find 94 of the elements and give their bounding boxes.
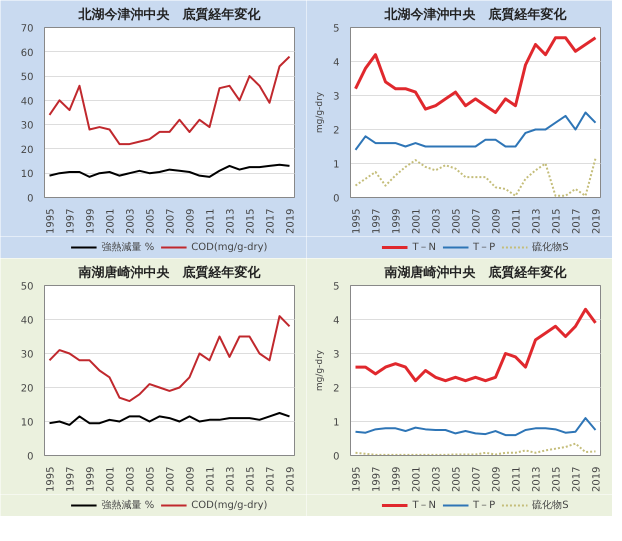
x-tick-label: 2005 — [146, 466, 156, 492]
y-tick-label: 4 — [333, 58, 340, 68]
y-tick-label: 2 — [333, 126, 340, 136]
y-tick-label: 20 — [20, 384, 34, 394]
x-tick-label: 2009 — [492, 466, 502, 492]
x-tick-label: 1995 — [352, 208, 362, 234]
x-tick-label: 2005 — [452, 208, 462, 234]
x-tick-label: 2013 — [532, 208, 542, 234]
chart-title: 南湖唐崎沖中央 底質経年変化 — [78, 264, 262, 280]
x-tick-label: 2009 — [186, 466, 196, 492]
x-tick-label: 2013 — [226, 466, 236, 492]
y-tick-label: 50 — [20, 282, 34, 292]
y-tick-label: 10 — [20, 169, 34, 180]
legend-label: 硫化物S — [532, 240, 569, 254]
y-tick-label: 50 — [20, 72, 34, 84]
y-tick-label: 40 — [20, 316, 34, 326]
x-tick-label: 2013 — [532, 466, 542, 492]
x-tick-label: 2007 — [166, 466, 176, 492]
x-tick-label: 2003 — [432, 466, 442, 492]
x-tick-label: 2017 — [572, 208, 582, 234]
y-tick-label: 3 — [333, 350, 340, 360]
x-tick-label: 2019 — [592, 208, 602, 234]
y-tick-label: 2 — [333, 384, 340, 394]
x-tick-label: 2015 — [246, 208, 256, 234]
x-tick-label: 1999 — [86, 208, 96, 234]
y-tick-label: 10 — [20, 418, 34, 428]
x-tick-label: 2015 — [552, 466, 562, 492]
x-tick-label: 2001 — [106, 466, 116, 492]
x-tick-label: 1997 — [66, 208, 76, 234]
x-tick-label: 1999 — [392, 466, 402, 492]
y-axis-title: mg/g-dry — [315, 349, 326, 392]
chart-title: 南湖唐崎沖中央 底質経年変化 — [384, 264, 568, 280]
y-tick-label: 1 — [333, 160, 340, 170]
y-tick-label: 3 — [333, 92, 340, 102]
x-tick-label: 2011 — [206, 466, 216, 492]
y-tick-label: 30 — [20, 350, 34, 360]
y-tick-label: 5 — [333, 24, 340, 34]
x-tick-label: 1995 — [46, 208, 56, 234]
x-tick-label: 2007 — [472, 466, 482, 492]
y-tick-label: 30 — [20, 120, 34, 132]
y-tick-label: 1 — [333, 418, 340, 428]
legend-label: 硫化物S — [532, 498, 569, 512]
x-tick-label: 2003 — [126, 466, 136, 492]
y-tick-label: 0 — [27, 452, 34, 462]
x-tick-label: 2017 — [266, 208, 276, 234]
x-tick-label: 1999 — [392, 208, 402, 234]
x-tick-label: 2009 — [492, 208, 502, 234]
y-tick-label: 70 — [20, 24, 34, 34]
x-tick-label: 2001 — [412, 466, 422, 492]
x-tick-label: 2019 — [286, 466, 296, 492]
x-tick-label: 2019 — [286, 208, 296, 234]
legend-label: T－N — [412, 499, 436, 512]
x-tick-label: 1997 — [372, 208, 382, 234]
y-tick-label: 20 — [20, 144, 34, 156]
y-tick-label: 40 — [20, 96, 34, 108]
x-tick-label: 1995 — [46, 466, 56, 492]
chart-title: 北湖今津沖中央 底質経年変化 — [384, 6, 568, 22]
chart-title: 北湖今津沖中央 底質経年変化 — [78, 6, 262, 22]
x-tick-label: 2007 — [166, 208, 176, 234]
y-tick-label: 0 — [333, 452, 340, 462]
legend-label: T－P — [473, 241, 496, 254]
legend-label: 強熱減量 % — [102, 498, 154, 512]
y-tick-label: 0 — [333, 194, 340, 204]
y-tick-label: 5 — [333, 282, 340, 292]
x-tick-label: 2001 — [412, 208, 422, 234]
legend-label: 強熱減量 % — [102, 240, 154, 254]
x-tick-label: 2007 — [472, 208, 482, 234]
x-tick-label: 2015 — [246, 466, 256, 492]
x-tick-label: 2003 — [432, 208, 442, 234]
x-tick-label: 2013 — [226, 208, 236, 234]
y-axis-title: mg/g-dry — [315, 91, 326, 134]
legend-label: T－N — [412, 241, 436, 254]
x-tick-label: 2009 — [186, 208, 196, 234]
x-tick-label: 2005 — [452, 466, 462, 492]
x-tick-label: 2017 — [266, 466, 276, 492]
x-tick-label: 1997 — [372, 466, 382, 492]
legend-label: COD(mg/g-dry) — [191, 499, 268, 511]
x-tick-label: 1997 — [66, 466, 76, 492]
x-tick-label: 2015 — [552, 208, 562, 234]
x-tick-label: 1995 — [352, 466, 362, 492]
y-tick-label: 60 — [20, 48, 34, 59]
y-tick-label: 0 — [27, 194, 34, 204]
x-tick-label: 2003 — [126, 208, 136, 234]
x-tick-label: 2011 — [512, 208, 522, 234]
x-tick-label: 2017 — [572, 466, 582, 492]
legend-label: COD(mg/g-dry) — [191, 241, 268, 253]
legend-label: T－P — [473, 499, 496, 512]
x-tick-label: 2011 — [206, 208, 216, 234]
x-tick-label: 2019 — [592, 466, 602, 492]
x-tick-label: 1999 — [86, 466, 96, 492]
x-tick-label: 2001 — [106, 208, 116, 234]
x-tick-label: 2005 — [146, 208, 156, 234]
x-tick-label: 2011 — [512, 466, 522, 492]
y-tick-label: 4 — [333, 316, 340, 326]
